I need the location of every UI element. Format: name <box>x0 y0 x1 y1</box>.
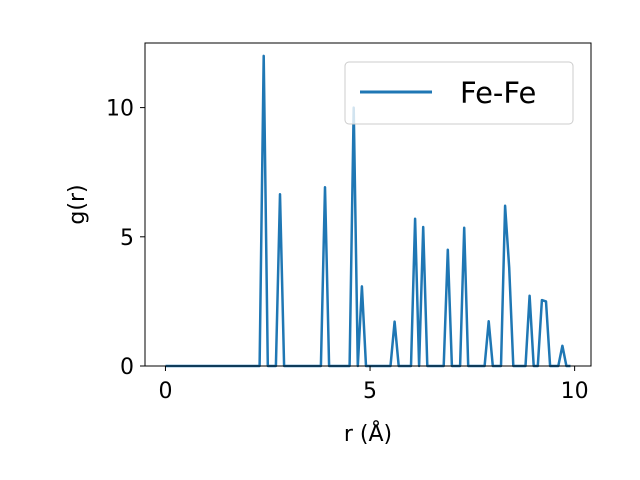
y-tick-label: 5 <box>120 226 134 251</box>
y-tick-label: 10 <box>106 97 134 122</box>
x-tick-label: 10 <box>561 379 589 404</box>
plot-frame <box>144 42 592 367</box>
plot-area <box>144 42 592 368</box>
y-tick-label: 0 <box>120 355 134 380</box>
y-axis-label: g(r) <box>65 184 90 224</box>
y-axis-ticks: 0 5 10 <box>106 97 145 380</box>
x-tick-label: 5 <box>363 379 377 404</box>
x-axis-ticks: 0 5 10 <box>158 366 589 404</box>
x-axis-label: r (Å) <box>344 420 392 447</box>
legend-label-fe-fe: Fe-Fe <box>460 76 536 110</box>
legend-box <box>344 61 574 125</box>
legend: Fe-Fe <box>344 61 574 125</box>
x-tick-label: 0 <box>158 379 172 404</box>
